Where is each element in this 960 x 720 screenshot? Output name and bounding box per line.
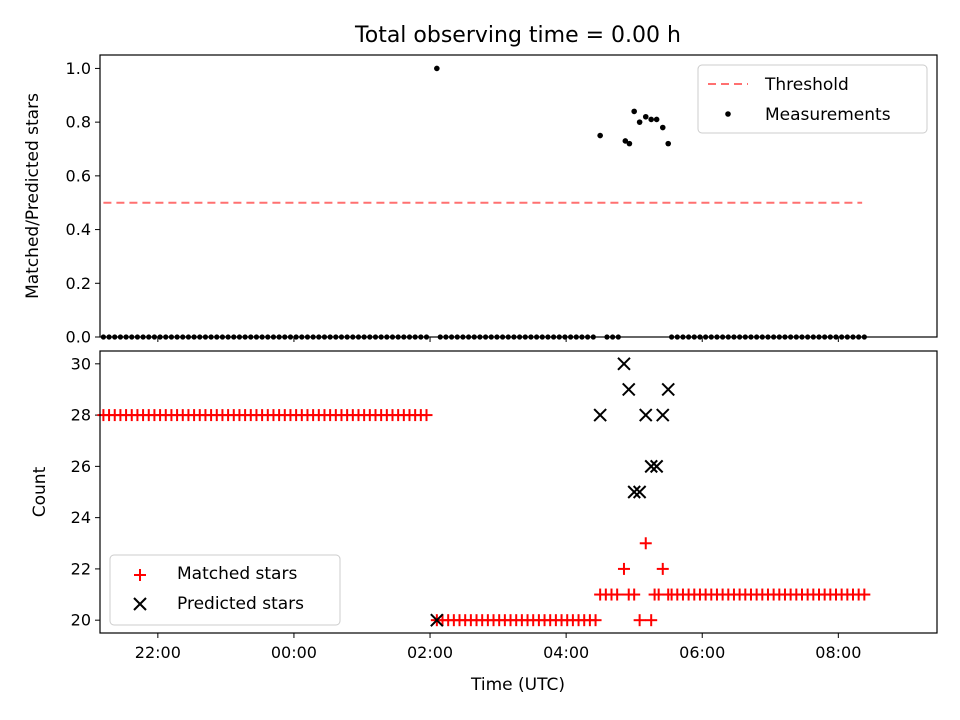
measurement-point [622,138,629,144]
measurement-point [642,113,649,120]
matched-star-marker [639,537,652,550]
predicted-star-marker [639,408,653,422]
x-axis-label: Time (UTC) [470,675,565,695]
bottom-y-tick-label: 30 [71,354,91,373]
matched-star-marker [858,588,871,601]
bottom-legend: Matched stars Predicted stars [109,554,341,626]
chart-title: Total observing time = 0.00 h [354,23,681,48]
x-tick-label: 08:00 [815,643,861,662]
x-tick-label: 22:00 [135,643,181,662]
bottom-plot-area [97,357,871,627]
bottom-axes-ticks: 20 22 24 26 28 30 22:00 00:00 02:00 04:00 06:00 08:… [71,354,862,662]
predicted-star-marker [632,485,647,499]
bottom-axes-frame [99,350,938,634]
measurement-point [659,124,666,131]
bottom-y-tick-label: 20 [71,611,91,630]
legend-threshold-label: Threshold [764,75,849,95]
bottom-y-tick-label: 24 [71,508,91,527]
predicted-star-marker [649,459,664,474]
predicted-star-marker [656,408,670,422]
matched-star-marker [611,588,624,601]
top-y-axis: 0.0 0.2 0.4 0.6 0.8 1.0 [66,59,839,347]
top-legend-box [697,64,928,134]
top-y-tick-label: 0.0 [66,328,91,347]
top-axes-frame [99,54,938,338]
top-panel: 0.0 0.2 0.4 0.6 0.8 1.0 Matched/Predicted sta… [23,54,938,347]
top-y-tick-label: 0.2 [66,274,91,293]
measurement-point [665,140,672,147]
predicted-star-marker [627,485,641,499]
predicted-star-marker [617,357,631,371]
x-tick-label: 02:00 [407,643,453,662]
bottom-y-axis-label: Count [30,466,50,517]
measurement-point [626,140,633,147]
bottom-y-tick-label: 26 [71,457,91,476]
predicted-star-marker [622,382,636,397]
predicted-star-marker [661,382,675,397]
top-y-tick-label: 0.8 [66,113,91,132]
legend-predicted-label: Predicted stars [177,594,304,614]
top-y-tick-label: 1.0 [66,59,91,78]
x-tick-label: 04:00 [543,643,589,662]
matched-star-marker [656,562,669,575]
matched-star-marker [662,588,675,601]
legend-matched-swatch [134,569,146,581]
bottom-panel: 20 22 24 26 28 30 22:00 00:00 02:00 04:00 06:00 08:… [30,350,938,695]
matched-star-marker [420,409,433,422]
measurement-point [653,116,660,123]
bottom-y-tick-label: 28 [71,406,91,425]
predicted-star-marker [593,408,607,422]
matched-star-marker [589,614,602,627]
x-tick-label: 06:00 [679,643,725,662]
measurement-point [434,65,440,72]
legend-measurements-label: Measurements [765,105,891,125]
measurement-point [631,108,637,115]
top-y-axis-label: Matched/Predicted stars [23,93,43,299]
matched-star-marker [633,614,646,627]
top-legend: Threshold Measurements [697,64,928,134]
bottom-y-tick-label: 22 [71,559,91,578]
top-y-tick-label: 0.4 [66,220,91,239]
bottom-legend-box [109,554,341,626]
measurement-point [648,116,654,123]
top-y-tick-label: 0.6 [66,166,91,185]
x-tick-label: 00:00 [271,643,317,662]
matched-star-marker [628,588,641,601]
legend-matched-label: Matched stars [177,564,297,584]
legend-predicted-swatch [133,597,147,611]
measurement-point [636,119,643,125]
predicted-star-marker [644,459,658,474]
matched-star-marker [617,562,630,575]
legend-measurements-swatch [725,111,731,117]
predicted-star-marker [430,613,444,627]
matched-star-marker [645,614,658,627]
measurement-point [597,132,603,139]
